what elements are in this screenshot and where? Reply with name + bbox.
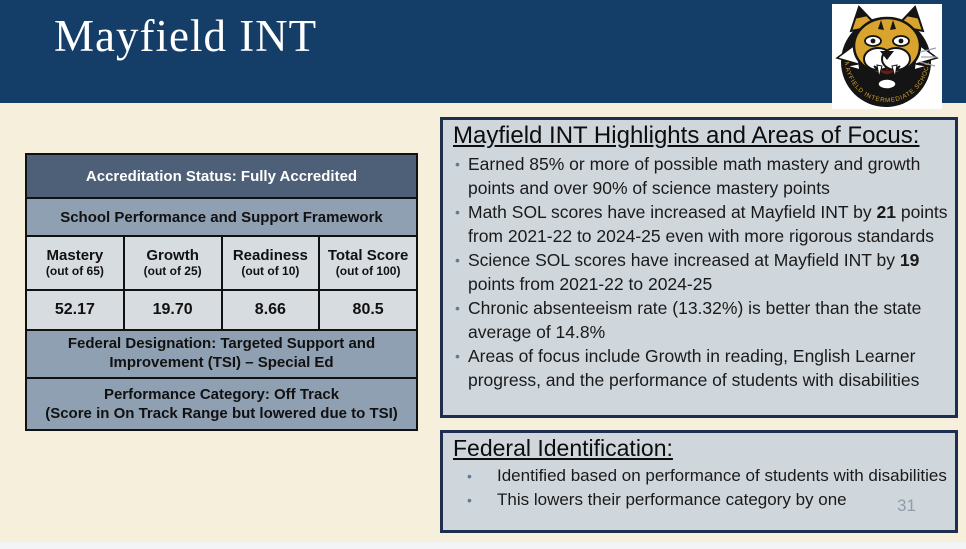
federal-identification-box: Federal Identification: • Identified base… — [440, 430, 958, 533]
bullet-text: Earned 85% or more of possible math mast… — [468, 154, 921, 198]
bullet-icon: • — [455, 204, 460, 220]
highlights-box: Mayfield INT Highlights and Areas of Foc… — [440, 117, 958, 418]
score-value-cell: 19.70 — [122, 289, 223, 331]
bullet-icon: • — [455, 300, 460, 316]
bullet-item: • This lowers their performance category … — [451, 488, 951, 512]
text-line: Federal Designation: Targeted Support an… — [67, 335, 376, 353]
score-value-cell: 52.17 — [25, 289, 125, 331]
score-header-cell: Total Score (out of 100) — [318, 235, 418, 291]
bullet-icon: • — [467, 468, 472, 484]
bullet-icon: • — [467, 492, 472, 508]
bullet-item: • Identified based on performance of stud… — [451, 464, 951, 488]
header-band: Mayfield INT — [0, 0, 966, 103]
table-row: Federal Designation: Targeted Support an… — [25, 329, 418, 379]
text-line: Performance Category: Off Track — [103, 385, 340, 403]
bullet-item: • Math SOL scores have increased at Mayfi… — [451, 200, 951, 248]
score-value-cell: 80.5 — [318, 289, 418, 331]
score-header-sub: (out of 100) — [335, 263, 401, 278]
score-header-cell: Growth (out of 25) — [122, 235, 223, 291]
score-header-sub: (out of 10) — [241, 263, 300, 278]
page-number: 31 — [897, 496, 916, 515]
score-header-row: Mastery (out of 65) Growth (out of 25) Readi… — [25, 235, 418, 291]
score-header-label: Mastery — [46, 247, 104, 265]
bullet-icon: • — [455, 252, 460, 268]
highlights-title: Mayfield INT Highlights and Areas of Foc… — [453, 122, 920, 149]
slide-bottom-edge — [0, 542, 966, 549]
score-header-label: Readiness — [232, 247, 308, 265]
bullet-text: Math SOL scores have increased at Mayfie… — [468, 202, 948, 246]
federal-bullet-list: • Identified based on performance of stud… — [451, 464, 951, 512]
bullet-item: • Areas of focus include Growth in readin… — [451, 344, 951, 392]
table-row: Performance Category: Off Track (Score in… — [25, 377, 418, 431]
score-value-row: 52.17 19.70 8.66 80.5 — [25, 289, 418, 331]
wildcat-icon: MAYFIELD INTERMEDIATE SCHOOL — [835, 5, 939, 107]
score-header-sub: (out of 65) — [45, 263, 104, 278]
bullet-text: Areas of focus include Growth in reading… — [468, 346, 920, 390]
score-value-cell: 8.66 — [220, 289, 321, 331]
score-header-cell: Readiness (out of 10) — [220, 235, 321, 291]
bullet-text: Chronic absenteeism rate (13.32%) is bet… — [468, 298, 922, 342]
bullet-text: This lowers their performance category b… — [497, 490, 847, 509]
score-header-sub: (out of 25) — [143, 263, 202, 278]
page-title: Mayfield INT — [54, 11, 318, 61]
bullet-icon: • — [455, 156, 460, 172]
school-logo: MAYFIELD INTERMEDIATE SCHOOL — [832, 4, 942, 109]
score-header-label: Total Score — [327, 247, 409, 265]
table-row: School Performance and Support Framework — [25, 197, 418, 237]
bullet-item: • Chronic absenteeism rate (13.32%) is be… — [451, 296, 951, 344]
bullet-icon: • — [455, 348, 460, 364]
accreditation-status-cell: Accreditation Status: Fully Accredited — [25, 153, 418, 199]
table-row: Accreditation Status: Fully Accredited — [25, 153, 418, 199]
performance-category-cell: Performance Category: Off Track (Score in… — [25, 377, 418, 431]
bullet-text: Science SOL scores have increased at May… — [468, 250, 920, 294]
highlights-bullet-list: • Earned 85% or more of possible math mas… — [451, 152, 951, 392]
text-line: Improvement (TSI) – Special Ed — [109, 354, 334, 371]
federal-title: Federal Identification: — [453, 435, 673, 461]
bullet-item: • Science SOL scores have increased at Ma… — [451, 248, 951, 296]
framework-title-cell: School Performance and Support Framework — [25, 197, 418, 237]
accreditation-table: Accreditation Status: Fully Accredited S… — [25, 153, 418, 431]
bullet-text: Identified based on performance of stude… — [497, 466, 947, 485]
federal-designation-cell: Federal Designation: Targeted Support an… — [25, 329, 418, 379]
score-header-label: Growth — [146, 247, 199, 265]
text-line: (Score in On Track Range but lowered due… — [45, 405, 398, 422]
score-header-cell: Mastery (out of 65) — [25, 235, 125, 291]
bullet-item: • Earned 85% or more of possible math mas… — [451, 152, 951, 200]
